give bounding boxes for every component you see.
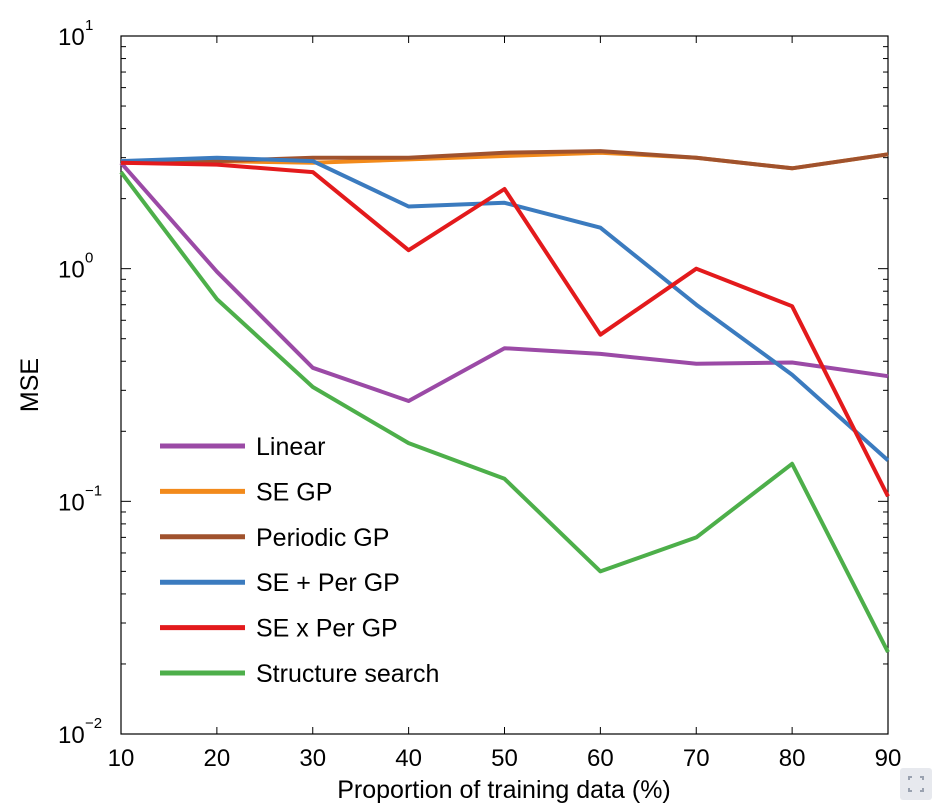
series-line-se-per-gp [120,155,890,462]
y-tick-exponent: 0 [85,250,93,267]
y-tick-exponent: −1 [85,482,102,499]
y-axis-title: MSE [16,358,44,412]
y-tick-label: 10 [58,24,85,51]
x-tick-label: 80 [779,745,806,772]
y-tick-exponent: 1 [85,17,93,34]
legend-label-periodic-gp: Periodic GP [256,524,389,552]
series-lines [119,149,890,654]
y-tick-exponent: −2 [85,715,102,732]
y-tick-label: 10 [58,257,85,284]
series-line-structure-search [119,170,890,654]
expand-icon[interactable] [900,768,932,800]
legend-label-se-per-gp: SE + Per GP [256,569,400,597]
series-line-se-x-per-gp [120,160,890,498]
legend-label-se-gp: SE GP [256,478,332,506]
x-tick-labels: 10 20 30 40 50 60 70 80 90 [108,745,902,772]
series-line-linear [119,161,889,403]
y-tick-label: 10 [58,489,85,516]
x-tick-label: 40 [395,745,422,772]
x-axis-title: Proportion of training data (%) [337,776,671,804]
axis-ticks [120,35,889,735]
x-tick-label: 10 [108,745,135,772]
x-tick-label: 70 [683,745,710,772]
legend: Linear SE GP Periodic GP SE + Per GP SE x Pe… [160,433,439,688]
x-tick-label: 30 [299,745,326,772]
x-tick-label: 90 [875,745,902,772]
legend-label-linear: Linear [256,433,326,461]
x-tick-label: 20 [204,745,231,772]
x-tick-label: 50 [491,745,518,772]
legend-label-structure-search: Structure search [256,660,439,688]
x-tick-label: 60 [587,745,614,772]
legend-label-se-x-per-gp: SE x Per GP [256,615,398,643]
y-tick-label: 10 [58,722,85,749]
